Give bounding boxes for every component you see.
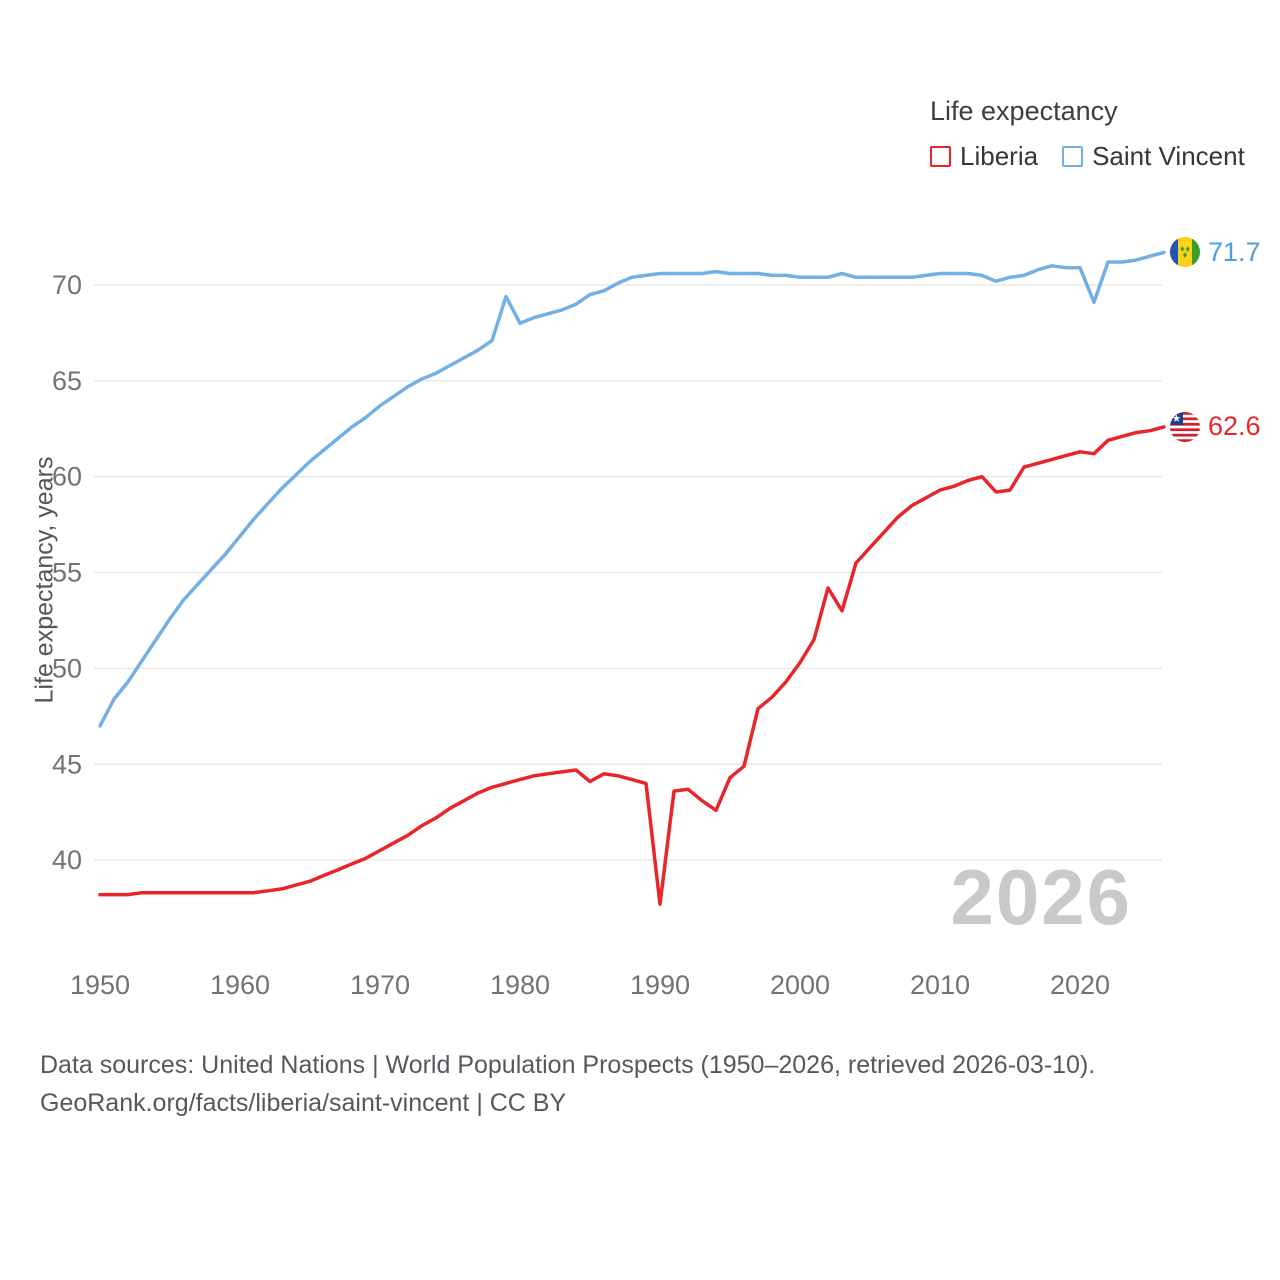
series-line-liberia: [98, 425, 1166, 906]
legend-label-saint-vincent: Saint Vincent: [1092, 141, 1245, 171]
end-label-liberia: 62.6: [1170, 411, 1261, 442]
x-tick-label: 2010: [910, 970, 970, 1000]
x-tick-label: 1970: [350, 970, 410, 1000]
y-tick-label: 70: [52, 270, 82, 300]
legend-title: Life expectancy: [930, 96, 1118, 126]
end-value-liberia: 62.6: [1208, 411, 1261, 442]
legend-items: Liberia Saint Vincent: [930, 141, 1245, 172]
y-tick-label: 40: [52, 845, 82, 875]
legend: Life expectancy Liberia Saint Vincent: [930, 96, 1245, 172]
legend-swatch-saint-vincent-icon: [1062, 146, 1084, 167]
x-tick-label: 1990: [630, 970, 690, 1000]
footer-attribution: GeoRank.org/facts/liberia/saint-vincent …: [40, 1089, 567, 1117]
end-label-saint-vincent: 71.7: [1170, 236, 1261, 268]
x-tick-label: 2000: [770, 970, 830, 1000]
y-axis-title: Life expectancy, years: [30, 456, 59, 704]
legend-label-liberia: Liberia: [960, 141, 1039, 171]
series-line-saint-vincent: [98, 250, 1166, 728]
x-tick-label: 1960: [210, 970, 270, 1000]
legend-swatch-liberia-icon: [930, 146, 951, 167]
y-tick-label: 55: [52, 558, 82, 588]
watermark-year: 2026: [950, 853, 1132, 941]
end-value-saint-vincent: 71.7: [1208, 236, 1261, 267]
x-tick-label: 1980: [490, 970, 550, 1000]
y-tick-label: 45: [52, 749, 82, 779]
saint-vincent-flag-icon: [1170, 237, 1200, 268]
axis-ticks: 40 45 50 55 60 65 70 1950 1960 1970 1980 1990 2000 20…: [52, 270, 1110, 1000]
legend-item-saint-vincent[interactable]: Saint Vincent: [1062, 141, 1245, 172]
footer-sources: Data sources: United Nations | World Pop…: [40, 1051, 1096, 1079]
x-tick-label: 2020: [1050, 970, 1110, 1000]
y-tick-label: 65: [52, 366, 82, 396]
y-tick-label: 60: [52, 462, 82, 492]
legend-item-liberia[interactable]: Liberia: [930, 141, 1038, 172]
y-tick-label: 50: [52, 653, 82, 683]
series-lines: [98, 250, 1166, 906]
footer: Data sources: United Nations | World Pop…: [40, 1046, 1095, 1122]
x-tick-label: 1950: [70, 970, 130, 1000]
liberia-flag-icon: [1170, 411, 1200, 442]
gridlines: [94, 284, 1162, 861]
